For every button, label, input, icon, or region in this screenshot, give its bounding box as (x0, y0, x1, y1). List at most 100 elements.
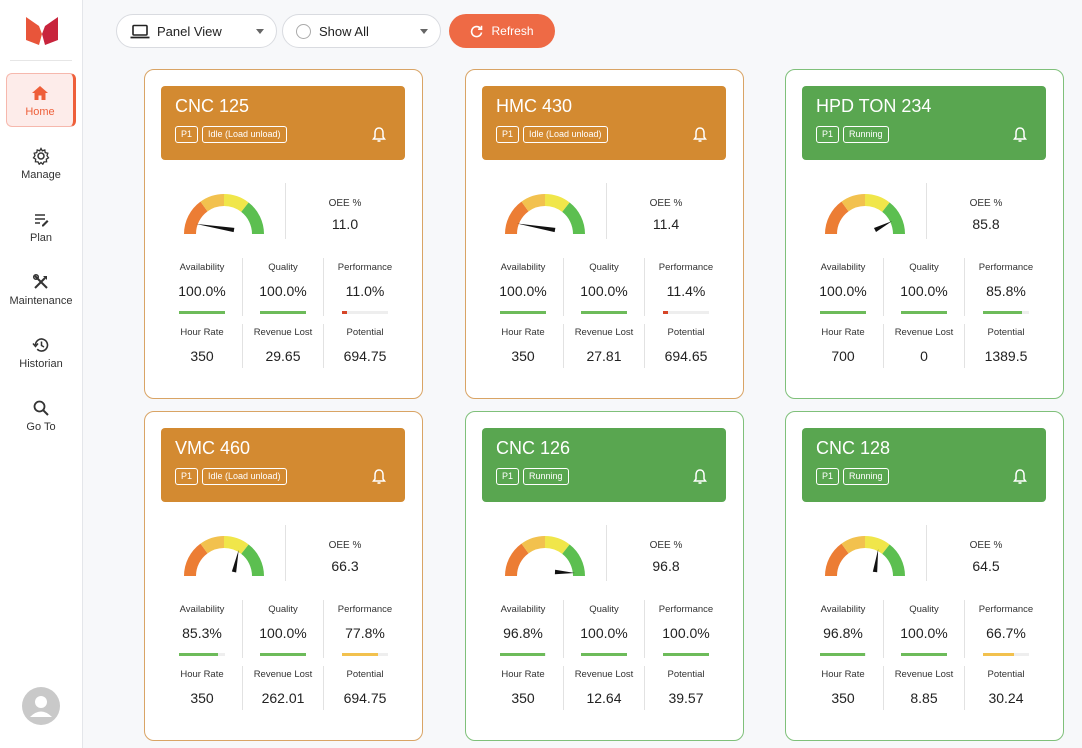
hour-rate-label: Hour Rate (180, 327, 224, 338)
machine-card[interactable]: CNC 125 P1 Idle (Load unload) OEE % 11.0… (144, 69, 423, 399)
bell-icon[interactable] (371, 126, 387, 144)
bell-icon[interactable] (1012, 468, 1028, 486)
potential-value: 694.75 (343, 690, 387, 706)
gauge-segment (200, 194, 225, 212)
status-badge: Running (523, 468, 569, 485)
availability-label: Availability (820, 262, 866, 273)
potential-value: 694.65 (664, 348, 708, 364)
divider (883, 324, 884, 368)
status-badge: Running (843, 468, 889, 485)
quality-bar (581, 311, 627, 314)
availability-bar (820, 653, 866, 656)
revenue-lost-value: 262.01 (261, 690, 305, 706)
gauge-segment (521, 194, 546, 212)
sidebar: Home Manage Plan Maintenance Historian G… (0, 0, 83, 748)
machine-card[interactable]: CNC 126 P1 Running OEE % 96.8 Availabili… (465, 411, 744, 741)
view-select-value: Panel View (157, 23, 222, 39)
priority-badge: P1 (175, 468, 199, 485)
gauge-segment (200, 536, 225, 554)
gauge-segment (881, 202, 905, 235)
availability-bar (820, 311, 866, 314)
bell-icon[interactable] (1012, 126, 1028, 144)
oee-gauge (184, 194, 264, 235)
divider (563, 666, 564, 710)
hour-rate-metric: Hour Rate 350 (803, 669, 883, 706)
divider (242, 666, 243, 710)
performance-value: 100.0% (662, 625, 710, 641)
view-select[interactable]: Panel View (116, 14, 277, 48)
availability-label: Availability (500, 262, 546, 273)
gear-icon (31, 146, 51, 166)
brand-logo[interactable] (25, 14, 59, 48)
bell-icon[interactable] (692, 126, 708, 144)
sidebar-item-historian[interactable]: Historian (6, 325, 76, 379)
potential-label: Potential (987, 327, 1025, 338)
divider (606, 183, 607, 239)
revenue-lost-label: Revenue Lost (253, 669, 313, 680)
performance-metric: Performance 11.0% (325, 262, 405, 299)
potential-value: 1389.5 (984, 348, 1028, 364)
machine-card[interactable]: VMC 460 P1 Idle (Load unload) OEE % 66.3… (144, 411, 423, 741)
divider (242, 324, 243, 368)
machine-card[interactable]: HPD TON 234 P1 Running OEE % 85.8 Availa… (785, 69, 1064, 399)
hour-rate-metric: Hour Rate 700 (803, 327, 883, 364)
performance-metric: Performance 100.0% (646, 604, 726, 641)
potential-metric: Potential 1389.5 (966, 327, 1046, 364)
machine-header: CNC 125 P1 Idle (Load unload) (161, 86, 405, 160)
refresh-button[interactable]: Refresh (449, 14, 555, 48)
performance-value: 85.8% (986, 283, 1026, 299)
machine-card[interactable]: HMC 430 P1 Idle (Load unload) OEE % 11.4… (465, 69, 744, 399)
gauge-segment (561, 544, 585, 577)
oee-value: 64.5 (972, 558, 1000, 574)
bell-icon[interactable] (692, 468, 708, 486)
filter-select[interactable]: Show All (282, 14, 441, 48)
divider (926, 183, 927, 239)
gauge-segment (841, 536, 866, 554)
quality-label: Quality (268, 262, 298, 273)
machine-name: CNC 128 (816, 438, 891, 458)
quality-bar (901, 311, 947, 314)
tools-icon (31, 272, 51, 292)
oee-value: 96.8 (652, 558, 680, 574)
performance-label: Performance (337, 262, 393, 273)
gauge-segment (825, 543, 849, 577)
quality-bar-fill (260, 311, 306, 314)
avatar[interactable] (22, 687, 60, 725)
machine-card[interactable]: CNC 128 P1 Running OEE % 64.5 Availabili… (785, 411, 1064, 741)
priority-badge: P1 (496, 468, 520, 485)
quality-label: Quality (589, 262, 619, 273)
availability-bar-fill (820, 311, 866, 314)
machine-name: HMC 430 (496, 96, 573, 116)
availability-bar (500, 311, 546, 314)
hour-rate-label: Hour Rate (501, 327, 545, 338)
revenue-lost-metric: Revenue Lost 29.65 (243, 327, 323, 364)
sidebar-item-plan[interactable]: Plan (6, 199, 76, 253)
oee-gauge (825, 536, 905, 577)
performance-bar-fill (663, 311, 669, 314)
oee-label: OEE % (649, 198, 683, 209)
gauge-needle (195, 223, 235, 233)
availability-metric: Availability 100.0% (162, 262, 242, 299)
availability-metric: Availability 96.8% (803, 604, 883, 641)
quality-metric: Quality 100.0% (243, 604, 323, 641)
gauge-segment (825, 201, 849, 235)
hour-rate-value: 350 (831, 690, 855, 706)
quality-metric: Quality 100.0% (564, 262, 644, 299)
availability-label: Availability (820, 604, 866, 615)
performance-bar-fill (342, 653, 378, 656)
performance-bar-fill (342, 311, 348, 314)
sidebar-item-maintenance[interactable]: Maintenance (6, 262, 76, 316)
sidebar-item-manage[interactable]: Manage (6, 136, 76, 190)
quality-metric: Quality 100.0% (884, 604, 964, 641)
quality-bar-fill (901, 311, 947, 314)
oee-gauge (505, 194, 585, 235)
oee-label: OEE % (328, 198, 362, 209)
bell-icon[interactable] (371, 468, 387, 486)
oee-label: OEE % (969, 198, 1003, 209)
sidebar-item-goto[interactable]: Go To (6, 388, 76, 442)
sidebar-item-home[interactable]: Home (6, 73, 76, 127)
potential-value: 39.57 (668, 690, 704, 706)
laptop-icon (130, 23, 150, 39)
availability-bar-fill (179, 311, 225, 314)
potential-label: Potential (346, 669, 384, 680)
